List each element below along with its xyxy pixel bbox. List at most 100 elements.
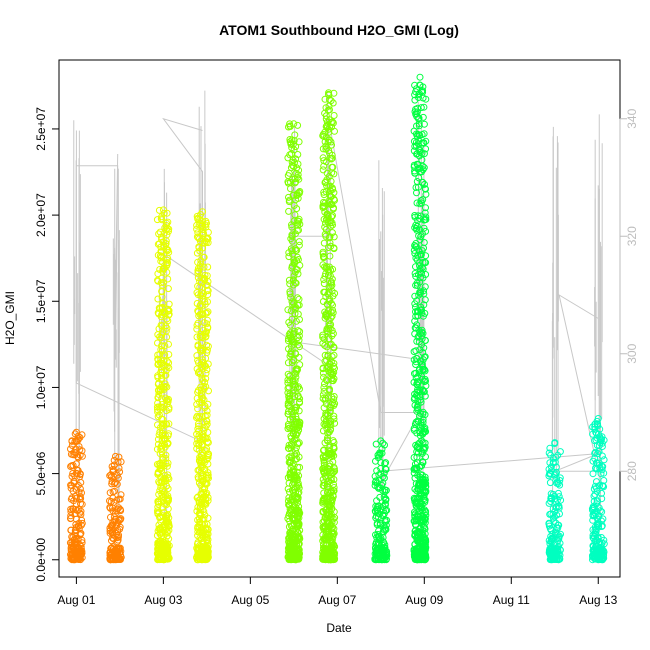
data-point — [158, 444, 165, 452]
data-point — [550, 454, 557, 462]
data-point — [287, 331, 294, 339]
data-point — [77, 529, 85, 537]
data-point — [592, 525, 600, 533]
data-point — [295, 488, 303, 496]
data-point — [422, 185, 429, 193]
data-point — [193, 333, 201, 341]
data-point — [329, 554, 337, 562]
data-point — [556, 546, 564, 554]
data-point — [381, 500, 389, 508]
data-points — [66, 73, 608, 564]
data-point — [413, 534, 421, 542]
data-point — [412, 324, 420, 332]
data-point — [195, 427, 203, 435]
data-point — [154, 498, 162, 506]
data-point — [323, 410, 331, 418]
data-point — [412, 105, 420, 113]
data-point — [291, 516, 299, 524]
data-point — [319, 253, 327, 260]
data-point — [115, 495, 123, 503]
data-point — [160, 241, 168, 249]
data-point — [163, 357, 171, 365]
data-point — [163, 219, 171, 227]
data-point — [289, 377, 297, 384]
data-point — [157, 464, 165, 472]
data-point — [203, 234, 211, 242]
data-point — [596, 482, 603, 489]
data-point — [72, 428, 80, 436]
data-point — [196, 412, 204, 420]
data-point — [324, 434, 331, 442]
data-point — [380, 469, 388, 477]
data-point — [289, 415, 297, 423]
data-point — [327, 217, 334, 225]
data-point — [154, 373, 162, 381]
data-point — [159, 404, 167, 412]
data-point — [158, 415, 166, 423]
data-point — [157, 346, 165, 353]
data-point — [110, 480, 118, 488]
data-point — [419, 458, 426, 466]
data-point — [412, 184, 420, 191]
data-point — [420, 344, 428, 352]
data-point — [595, 523, 602, 531]
data-point — [551, 470, 559, 478]
data-point — [295, 295, 303, 303]
data-point — [319, 395, 327, 402]
data-point — [292, 431, 300, 439]
data-point — [419, 329, 427, 337]
data-point — [71, 506, 79, 513]
data-point — [199, 295, 207, 303]
data-point — [196, 518, 204, 526]
data-point — [415, 152, 423, 160]
data-point — [292, 370, 300, 378]
data-point — [322, 232, 330, 240]
data-point — [204, 291, 212, 299]
y-axis-left: 0.0e+00 5.0e+06 1.0e+07 1.5e+07 2.0e+07 2.5e+… — [34, 107, 60, 582]
data-point — [155, 539, 163, 547]
data-point — [156, 333, 164, 341]
data-point — [415, 291, 423, 299]
data-point — [287, 348, 295, 356]
data-point — [194, 342, 202, 350]
data-point — [164, 275, 172, 283]
data-point — [328, 163, 336, 171]
data-point — [419, 386, 427, 394]
data-point — [289, 250, 296, 258]
data-point — [326, 154, 334, 162]
data-point — [285, 318, 293, 326]
data-point — [154, 270, 162, 278]
data-point — [295, 453, 303, 461]
data-point — [286, 416, 294, 423]
data-point — [294, 194, 302, 202]
data-point — [374, 546, 382, 553]
data-point — [69, 487, 77, 495]
data-point — [294, 523, 302, 531]
data-point — [420, 388, 428, 396]
data-point — [155, 390, 163, 398]
data-point — [328, 536, 336, 544]
data-point — [198, 463, 206, 471]
x-tick-label: Aug 09 — [405, 593, 443, 607]
data-point — [330, 452, 338, 460]
data-point — [155, 521, 163, 529]
data-point — [286, 424, 294, 432]
data-point — [320, 276, 328, 283]
x-axis-label: Date — [326, 621, 352, 635]
data-point — [419, 83, 427, 91]
overlay-line — [380, 293, 599, 472]
data-point — [165, 227, 172, 235]
data-point — [194, 405, 202, 413]
data-point — [598, 433, 606, 441]
data-point — [295, 226, 302, 234]
data-point — [327, 299, 335, 307]
data-point — [545, 499, 553, 507]
data-point — [328, 499, 336, 507]
data-point — [198, 473, 206, 481]
data-point — [416, 516, 424, 524]
data-point — [287, 554, 295, 562]
data-point — [320, 545, 328, 553]
data-point — [330, 233, 338, 241]
data-point — [328, 123, 335, 131]
data-point — [113, 471, 121, 479]
